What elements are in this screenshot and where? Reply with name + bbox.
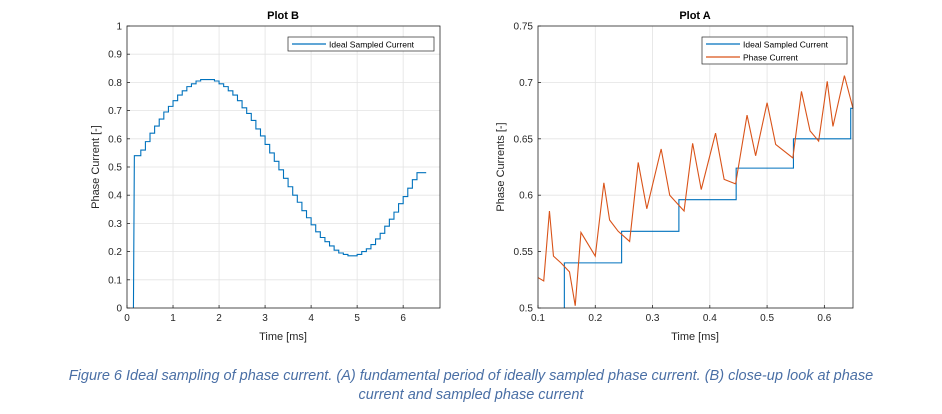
plot-a-ytick-label: 0.5	[519, 304, 533, 315]
plot-b-ticks: 0 1 2 3 4 5 6 0 0.1 0.2 0.3 0.4 0.5 0.6 0.7 0.8 0.9 1	[108, 22, 406, 325]
plot-b-ytick-label: 1	[116, 22, 122, 33]
plot-b-panel: 0 1 2 3 4 5 6 0 0.1 0.2 0.3 0.4 0.5 0.6 0.7 0.8 0.9 1 Plo…	[90, 10, 441, 343]
plot-a-panel: 0.1 0.2 0.3 0.4 0.5 0.60.50.550.60.650.70.75 …	[495, 10, 854, 343]
plot-b-series	[132, 79, 427, 309]
plot-a-series	[537, 75, 854, 308]
plot-a-xtick-label: 0.1	[531, 313, 545, 324]
plot-b-ytick-label: 0.6	[108, 134, 122, 145]
plot-b-ytick-label: 0.7	[108, 106, 122, 117]
plot-a-xtick-label: 0.6	[817, 313, 831, 324]
plot-b-xtick-label: 5	[354, 313, 360, 324]
plot-a-series-sampled-current-line	[563, 107, 853, 308]
plot-a-axes	[538, 26, 853, 308]
plot-b-ytick-label: 0.5	[108, 163, 122, 174]
plot-b-legend: Ideal Sampled Current	[287, 36, 435, 52]
plot-b-xlabel: Time [ms]	[259, 331, 307, 343]
plot-a-xlabel: Time [ms]	[671, 331, 719, 343]
caption-line-2: current and sampled phase current	[358, 387, 584, 403]
plot-a-ticks: 0.1 0.2 0.3 0.4 0.5 0.6 0.5 0.55 0.6 0.65 0.7 0.75	[514, 22, 832, 325]
plot-a-series-phase-current-line	[537, 75, 854, 306]
plot-b-xtick-label: 4	[308, 313, 314, 324]
plot-a-ylabel: Phase Currents [-]	[495, 122, 507, 211]
plot-a-legend-label-sampled: Ideal Sampled Current	[743, 40, 829, 50]
plot-b-ytick-label: 0.4	[108, 191, 122, 202]
plot-b-series-sampled-current-line	[132, 79, 427, 309]
plot-a-ytick-label: 0.7	[519, 78, 533, 89]
plot-b-ytick-label: 0.9	[108, 50, 122, 61]
plot-b-xtick-label: 0	[124, 313, 130, 324]
plot-a-ytick-label: 0.75	[514, 22, 534, 33]
plot-b-ylabel: Phase Current [-]	[90, 125, 102, 209]
plot-b-xtick-label: 6	[400, 313, 406, 324]
plot-a-xtick-label: 0.5	[760, 313, 774, 324]
plot-a-ytick-label: 0.65	[514, 134, 534, 145]
plot-a-legend-label-phase: Phase Current	[743, 53, 798, 63]
plot-b-ytick-label: 0.8	[108, 78, 122, 89]
plot-b-xtick-label: 2	[216, 313, 222, 324]
plot-a-frame	[537, 25, 854, 309]
plot-a-title: Plot A	[679, 10, 710, 22]
plot-b-ytick-label: 0	[116, 304, 122, 315]
plot-a-xtick-label: 0.2	[588, 313, 602, 324]
caption-line-1: Figure 6 Ideal sampling of phase current…	[68, 368, 874, 384]
plot-b-xtick-label: 3	[262, 313, 268, 324]
plot-b-legend-box	[287, 36, 435, 52]
plot-b-ytick-label: 0.1	[108, 275, 122, 286]
plot-a-ytick-label: 0.55	[514, 247, 534, 258]
plot-a-xtick-label: 0.4	[703, 313, 717, 324]
plot-b-xtick-label: 1	[170, 313, 176, 324]
plot-b-legend-label: Ideal Sampled Current	[329, 40, 415, 50]
plot-a-ytick-label: 0.6	[519, 191, 533, 202]
plot-b-ytick-label: 0.3	[108, 219, 122, 230]
figure-caption: Figure 6 Ideal sampling of phase current…	[0, 367, 942, 405]
plot-a-legend-box	[701, 36, 848, 65]
plot-a-legend: Ideal Sampled Current Phase Current	[701, 36, 848, 65]
plot-b-ytick-label: 0.2	[108, 247, 122, 258]
plot-b-title: Plot B	[267, 10, 299, 22]
plot-a-xtick-label: 0.3	[646, 313, 660, 324]
